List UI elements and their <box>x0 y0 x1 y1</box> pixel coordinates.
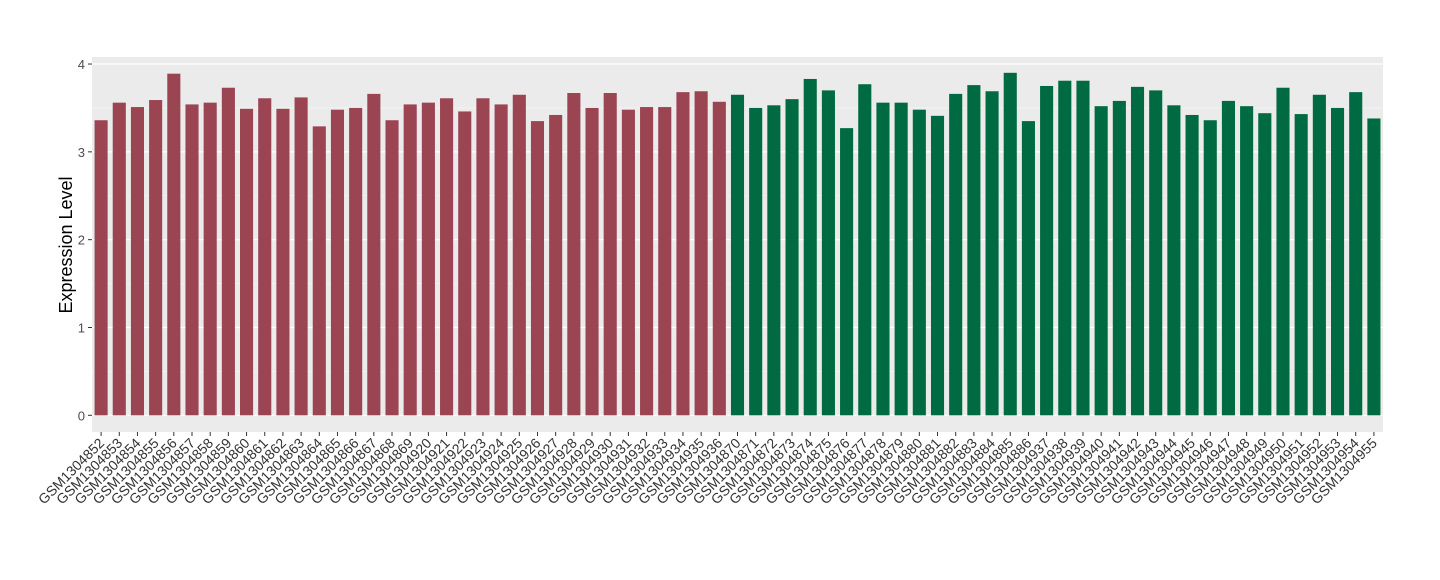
bar <box>276 108 290 416</box>
bar <box>585 107 599 416</box>
bar <box>312 126 326 416</box>
bar <box>912 109 926 416</box>
y-axis-title: Expression Level <box>56 176 76 313</box>
bar <box>967 85 981 416</box>
bar <box>1003 72 1017 416</box>
bar <box>1021 121 1035 416</box>
bar <box>894 102 908 416</box>
bar <box>476 98 490 416</box>
bar <box>603 93 617 416</box>
bar <box>385 120 399 416</box>
y-tick-label: 2 <box>78 233 85 248</box>
y-tick-label: 1 <box>78 320 85 335</box>
bar <box>167 73 181 416</box>
bar <box>840 128 854 416</box>
bar <box>494 104 508 416</box>
bar <box>1185 114 1199 416</box>
bar <box>567 93 581 416</box>
bar <box>803 78 817 416</box>
bar <box>221 87 235 416</box>
bar <box>767 105 781 416</box>
bar <box>1312 94 1326 416</box>
bar <box>1076 80 1090 416</box>
bar <box>821 90 835 416</box>
bar <box>1276 87 1290 416</box>
bar <box>621 109 635 416</box>
y-tick-label: 4 <box>78 57 85 72</box>
bar <box>694 91 708 416</box>
bar <box>858 84 872 416</box>
bar <box>876 102 890 416</box>
bar <box>749 107 763 416</box>
y-tick-label: 3 <box>78 145 85 160</box>
bar <box>367 93 381 416</box>
bar <box>112 102 126 416</box>
bar <box>294 97 308 416</box>
bar <box>203 102 217 416</box>
bar <box>458 111 472 416</box>
bar <box>185 104 199 416</box>
bar <box>130 107 145 416</box>
bar <box>403 104 417 416</box>
bar <box>930 115 945 416</box>
bar <box>421 102 435 416</box>
bar <box>530 121 545 416</box>
bar <box>1349 92 1363 416</box>
bar <box>1167 105 1181 416</box>
bar <box>149 100 163 416</box>
bar <box>658 107 672 416</box>
bar <box>676 92 690 416</box>
bar <box>949 93 963 416</box>
y-tick-label: 0 <box>78 408 85 423</box>
bar <box>1149 90 1163 416</box>
bar <box>549 114 563 416</box>
bar <box>258 98 272 416</box>
bar <box>712 101 726 416</box>
bar <box>94 120 108 416</box>
bar <box>1203 120 1217 416</box>
bar <box>1094 106 1108 416</box>
bar <box>1130 86 1145 416</box>
bar <box>1058 80 1072 416</box>
bar <box>440 98 454 416</box>
bar <box>1367 118 1381 416</box>
bar <box>1112 100 1126 416</box>
bar <box>785 99 799 416</box>
bar <box>1294 114 1308 416</box>
bar <box>730 94 745 416</box>
bar <box>1258 113 1272 416</box>
bar <box>1330 107 1345 416</box>
bar <box>1221 100 1235 416</box>
bar <box>640 107 654 416</box>
bar <box>240 108 254 416</box>
bar <box>330 109 345 416</box>
bar <box>1040 85 1054 416</box>
bar <box>349 107 363 416</box>
bar <box>512 94 526 416</box>
bar <box>1240 106 1254 416</box>
bar <box>985 91 999 416</box>
